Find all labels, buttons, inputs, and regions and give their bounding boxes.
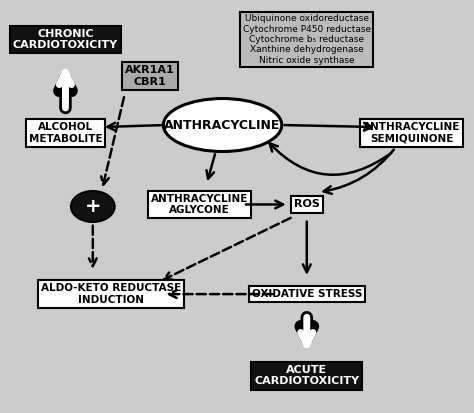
FancyArrowPatch shape (164, 218, 291, 280)
Text: OXIDATIVE STRESS: OXIDATIVE STRESS (252, 289, 362, 299)
FancyArrowPatch shape (284, 123, 372, 131)
Text: ANTHRACYCLINE
SEMIQUINONE: ANTHRACYCLINE SEMIQUINONE (363, 122, 460, 144)
FancyArrowPatch shape (169, 290, 272, 298)
Ellipse shape (71, 191, 115, 222)
Text: +: + (84, 197, 101, 216)
FancyArrowPatch shape (108, 123, 163, 131)
FancyArrowPatch shape (59, 78, 72, 108)
FancyArrowPatch shape (207, 154, 215, 179)
FancyArrowPatch shape (246, 201, 283, 208)
Ellipse shape (164, 99, 282, 152)
Text: ALDO-KETO REDUCTASE
INDUCTION: ALDO-KETO REDUCTASE INDUCTION (41, 283, 181, 305)
FancyArrowPatch shape (301, 317, 313, 345)
FancyArrowPatch shape (270, 143, 391, 175)
FancyArrowPatch shape (89, 225, 97, 266)
FancyArrowPatch shape (101, 97, 124, 185)
Text: ANTHRACYCLINE: ANTHRACYCLINE (164, 119, 281, 131)
Text: ALCOHOL
METABOLITE: ALCOHOL METABOLITE (28, 122, 102, 144)
Text: AKR1A1
CBR1: AKR1A1 CBR1 (125, 65, 174, 87)
Text: ANTHRACYCLINE
AGLYCONE: ANTHRACYCLINE AGLYCONE (151, 194, 248, 215)
Text: Ubiquinone oxidoreductase
Cytochrome P450 reductase
Cytochrome b₅ reductase
Xant: Ubiquinone oxidoreductase Cytochrome P45… (243, 14, 371, 65)
Text: ACUTE
CARDIOTOXICITY: ACUTE CARDIOTOXICITY (254, 365, 359, 387)
FancyArrowPatch shape (324, 150, 394, 194)
Text: CHRONIC
CARDIOTOXICITY: CHRONIC CARDIOTOXICITY (13, 28, 118, 50)
FancyArrowPatch shape (301, 317, 313, 339)
FancyArrowPatch shape (59, 72, 72, 108)
FancyArrowPatch shape (303, 221, 310, 272)
Text: ROS: ROS (294, 199, 320, 209)
